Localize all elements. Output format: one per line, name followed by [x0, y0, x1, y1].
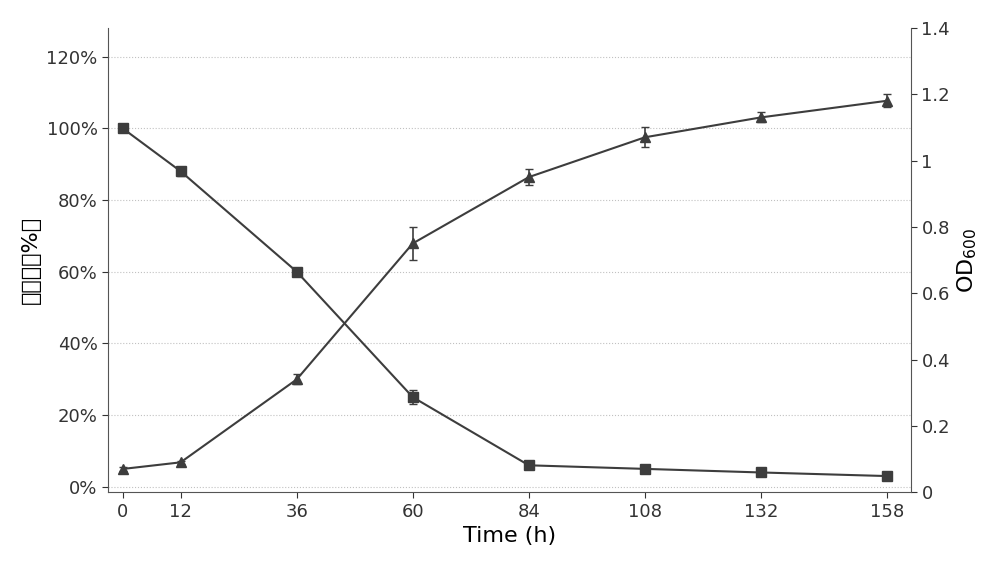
X-axis label: Time (h): Time (h) [463, 526, 556, 546]
Y-axis label: OD$_{600}$: OD$_{600}$ [956, 227, 979, 293]
Y-axis label: 菲含量（%）: 菲含量（%） [21, 216, 41, 304]
